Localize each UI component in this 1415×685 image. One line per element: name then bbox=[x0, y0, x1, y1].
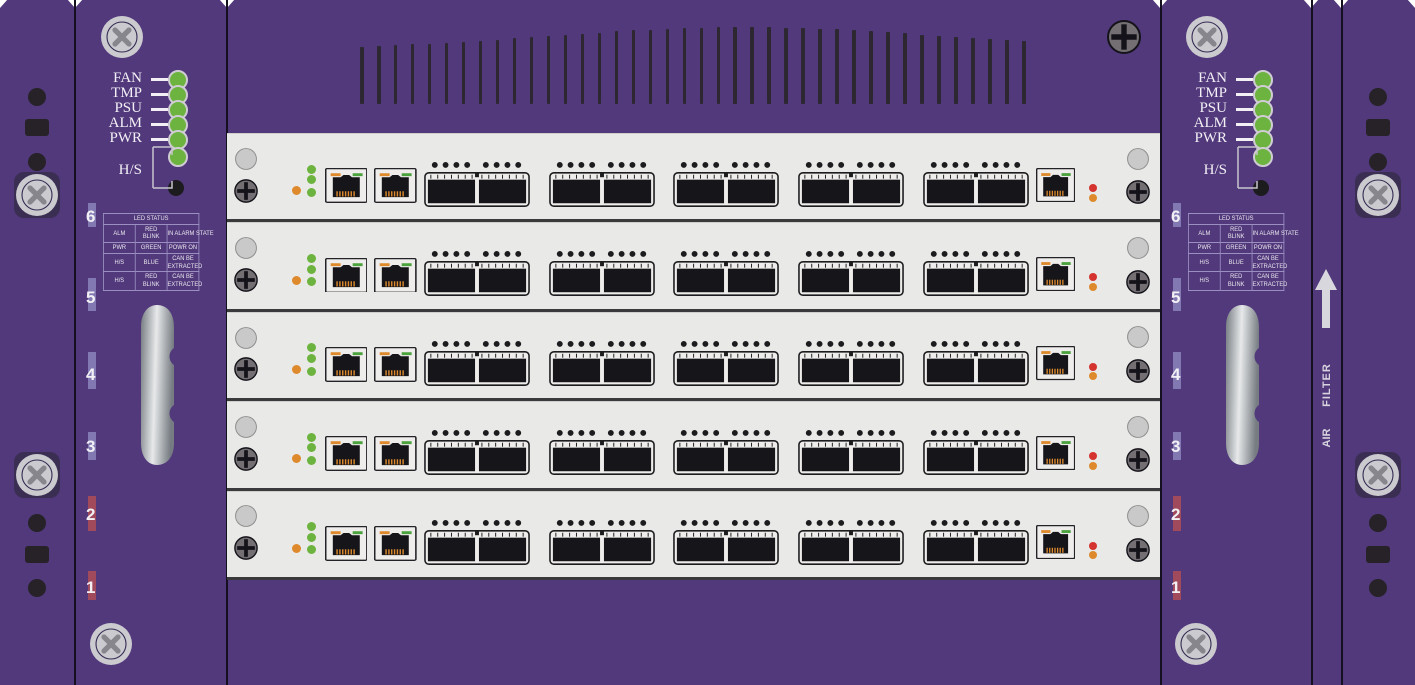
svg-text:AIR: AIR bbox=[1321, 428, 1333, 447]
svg-text:FILTER: FILTER bbox=[1321, 363, 1333, 407]
